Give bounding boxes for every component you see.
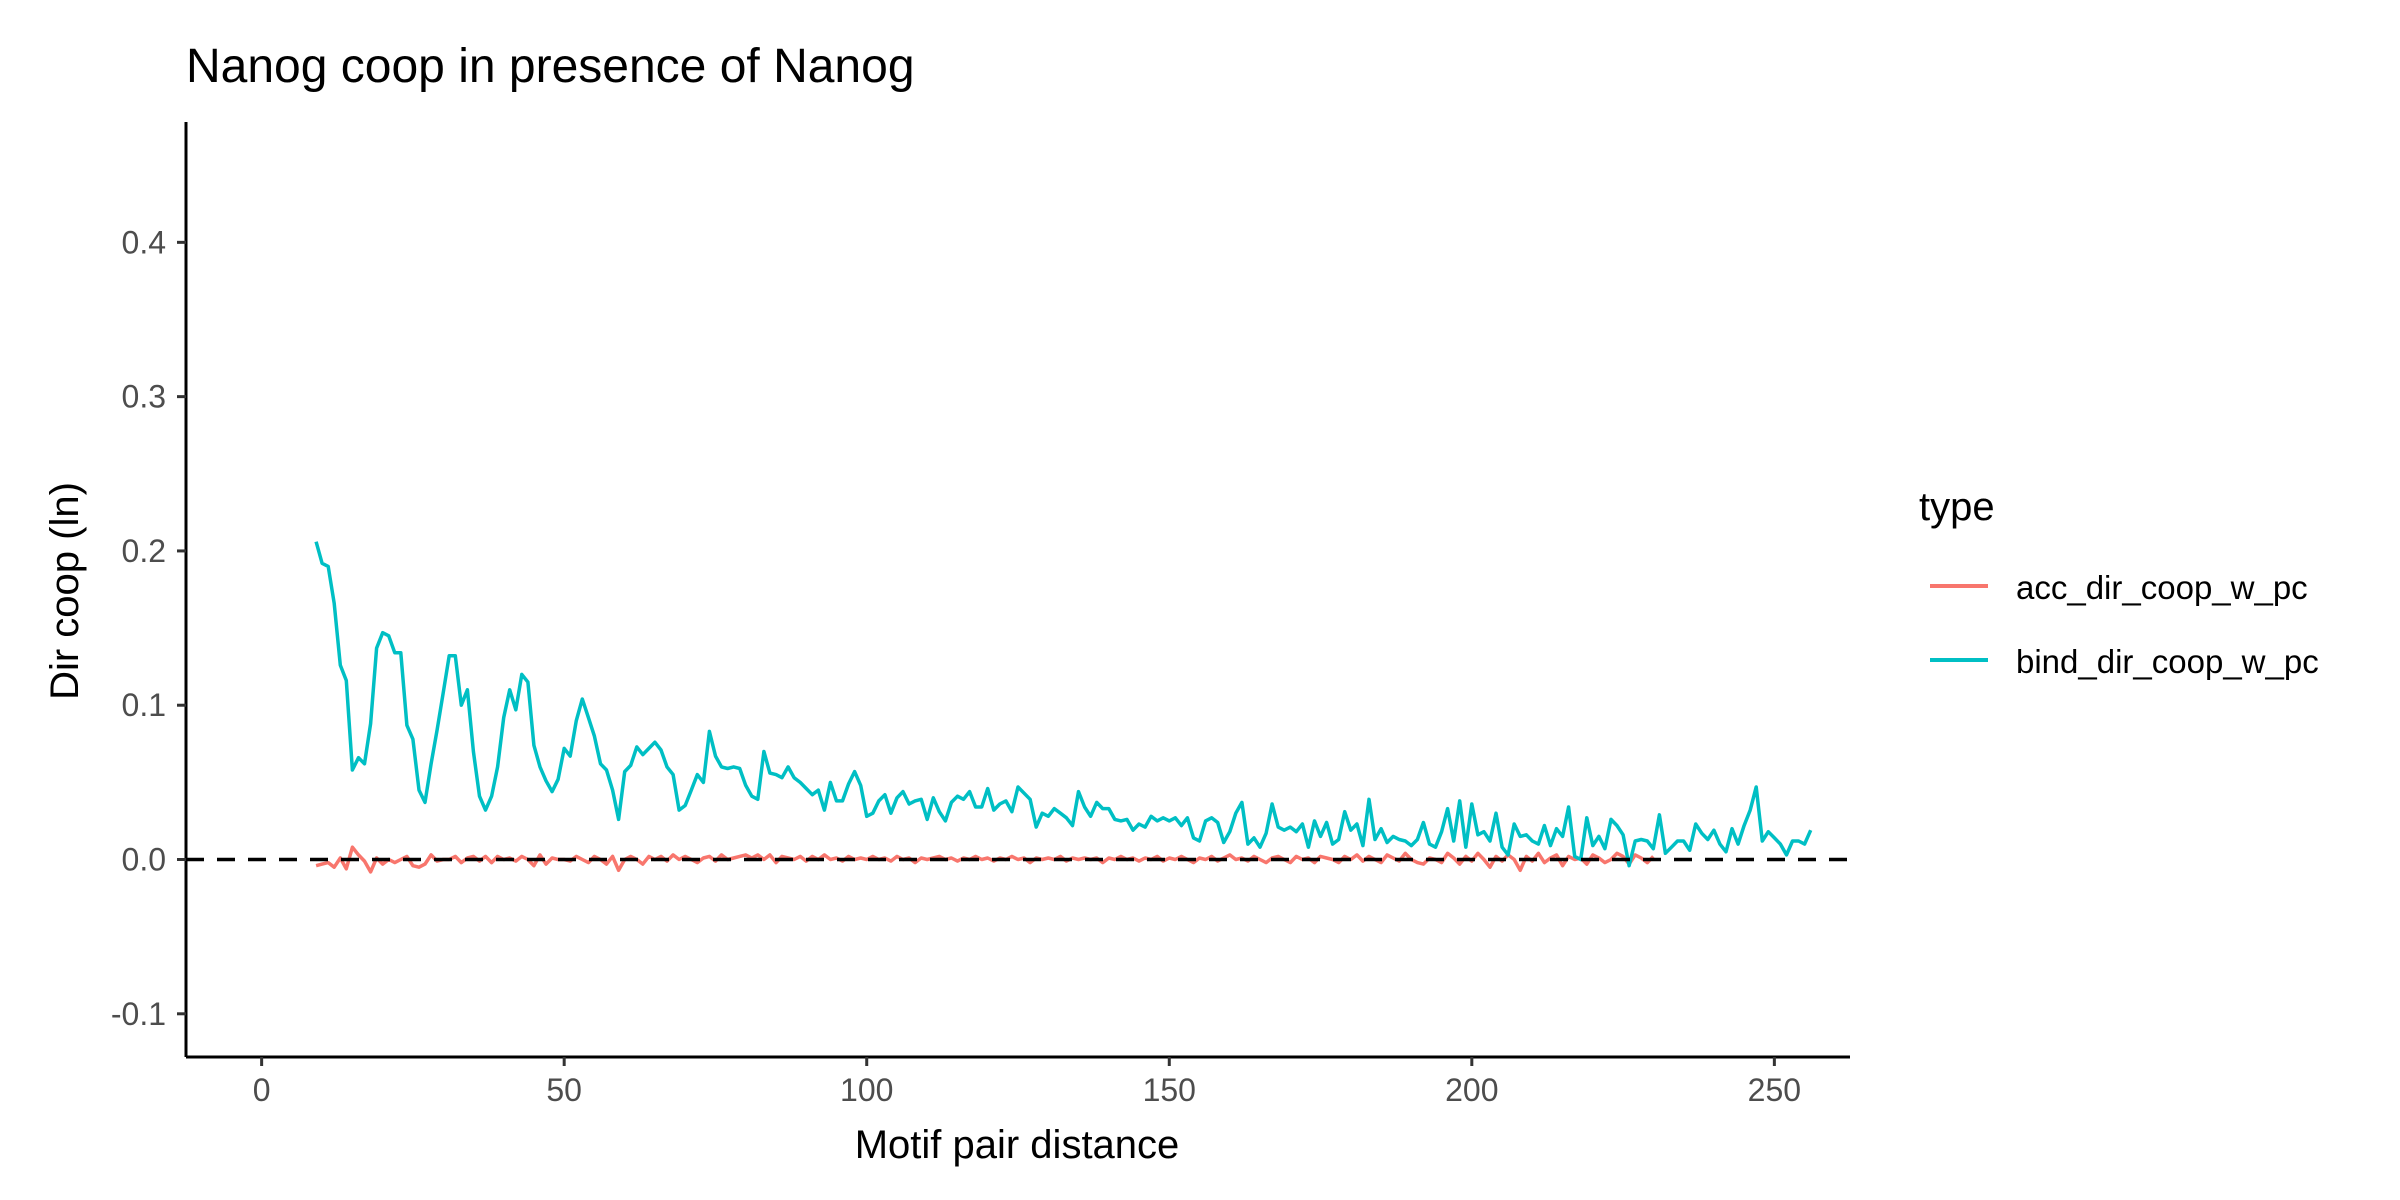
legend-title: type	[1919, 485, 1995, 529]
chart-title: Nanog coop in presence of Nanog	[186, 40, 915, 93]
x-axis-label: Motif pair distance	[855, 1123, 1180, 1167]
y-tick-label: 0.1	[122, 687, 166, 723]
y-tick-label: 0.3	[122, 379, 166, 415]
legend-label-bind: bind_dir_coop_w_pc	[2016, 643, 2319, 680]
x-tick-label: 100	[840, 1072, 893, 1108]
x-tick-label: 50	[546, 1072, 582, 1108]
legend-label-acc: acc_dir_coop_w_pc	[2016, 569, 2308, 606]
y-axis-ticks: -0.1 0.0 0.1 0.2 0.3 0.4	[111, 224, 186, 1032]
x-tick-label: 0	[253, 1072, 271, 1108]
series-line-acc_dir_coop_w_pc	[315, 845, 1655, 874]
y-axis-label: Dir coop (ln)	[43, 482, 87, 700]
y-tick-label: 0.2	[122, 533, 166, 569]
x-tick-label: 250	[1748, 1072, 1801, 1108]
x-axis-ticks: 0 50 100 150 200 250	[253, 1057, 1801, 1108]
series-line-bind_dir_coop_w_pc	[314, 541, 1813, 868]
y-tick-label: 0.4	[122, 224, 166, 260]
x-tick-label: 200	[1445, 1072, 1498, 1108]
series-layer	[314, 541, 1813, 874]
y-tick-label: 0.0	[122, 842, 166, 878]
x-tick-label: 150	[1143, 1072, 1196, 1108]
y-tick-label: -0.1	[111, 996, 166, 1032]
legend: type acc_dir_coop_w_pc bind_dir_coop_w_p…	[1919, 485, 2319, 680]
plot-area: -0.1 0.0 0.1 0.2 0.3 0.4 0 50 100 150 200 250	[111, 122, 1850, 1108]
